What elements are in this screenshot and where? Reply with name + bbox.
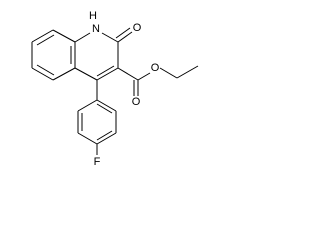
atom-label: O: [133, 22, 142, 34]
page: H N O O O F (() => { const data = JSON.p…: [31, 9, 199, 168]
atom-label: O: [151, 62, 160, 74]
atom-label: O: [132, 96, 141, 108]
atom-label: H: [89, 10, 97, 22]
atom-label: N: [92, 23, 100, 35]
bonds: [31, 27, 199, 155]
atom-label: F: [94, 156, 101, 168]
structure-diagram: H N O O O F: [31, 10, 199, 168]
